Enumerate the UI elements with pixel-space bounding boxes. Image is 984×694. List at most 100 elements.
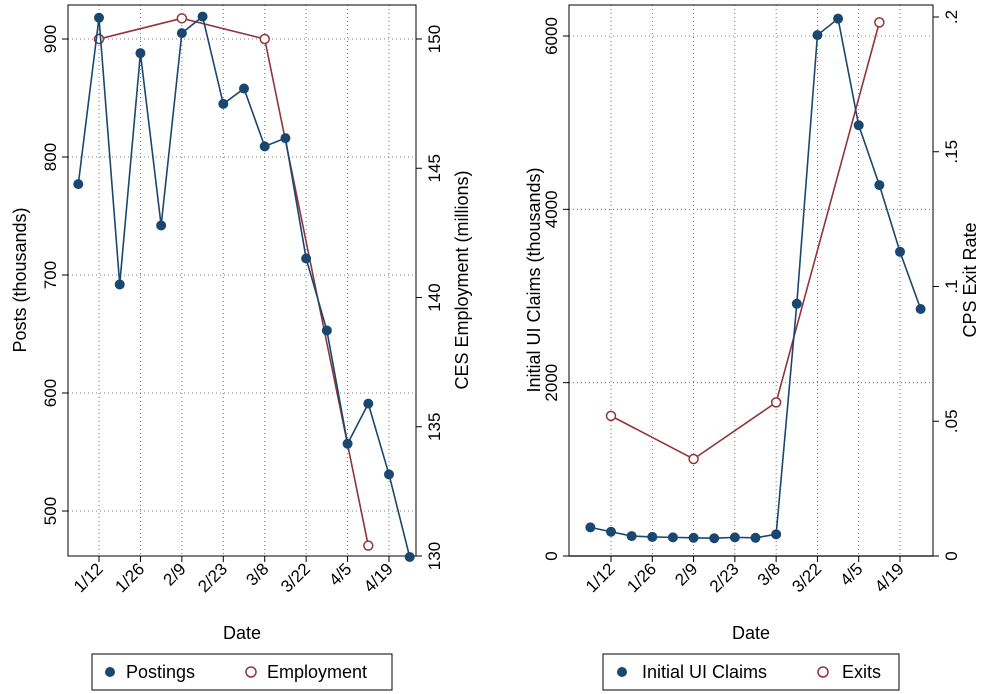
legend-marker-employment xyxy=(245,666,257,678)
series-line xyxy=(590,17,922,540)
x-tick-label: 3/22 xyxy=(788,559,825,596)
data-point xyxy=(218,98,229,109)
data-point xyxy=(688,453,699,465)
x-axis-label: Date xyxy=(223,623,261,643)
y-axis-right-label: CES Employment (millions) xyxy=(452,170,472,389)
right-panel-claims-exits: Initial UI Claims (thousands) CPS Exit R… xyxy=(524,4,980,643)
data-point xyxy=(135,48,146,59)
data-point xyxy=(750,532,761,543)
data-point xyxy=(321,325,332,336)
y-left-tick-label: 500 xyxy=(41,497,60,525)
y-right-tick-label: .15 xyxy=(942,140,961,164)
data-point xyxy=(114,279,125,290)
data-point xyxy=(606,526,616,537)
y-left-tick-label: 900 xyxy=(41,25,60,53)
series-line xyxy=(77,15,411,558)
left-panel-postings-employment: Posts (thousands) CES Employment (millio… xyxy=(10,4,472,643)
y-left-tick-label: 4000 xyxy=(542,190,561,228)
y-left-tick-label: 2000 xyxy=(542,364,561,402)
y-axis-right-label: CPS Exit Rate xyxy=(960,222,980,337)
legend-left: Postings Employment xyxy=(91,653,393,691)
data-point xyxy=(874,17,885,28)
data-point xyxy=(259,33,270,45)
data-point xyxy=(197,11,208,22)
y-right-tick-label: 0 xyxy=(942,551,961,560)
legend-marker-initial-ui-claims xyxy=(617,667,627,677)
y-left-tick-label: 6000 xyxy=(542,17,561,55)
x-axis-label: Date xyxy=(732,623,770,643)
data-point xyxy=(729,532,740,543)
data-point xyxy=(709,533,720,544)
legend-marker-exits xyxy=(817,666,829,678)
x-tick-label: 2/9 xyxy=(160,559,190,589)
data-point xyxy=(874,180,885,191)
y-right-tick-label: .1 xyxy=(942,279,961,293)
x-tick-label: 4/5 xyxy=(836,559,866,589)
y-right-tick-label: 145 xyxy=(425,154,444,182)
legend-label-postings: Postings xyxy=(126,662,195,682)
legend-box xyxy=(602,653,900,691)
plot-frame xyxy=(568,4,934,557)
y-left-tick-label: 800 xyxy=(41,143,60,171)
data-point xyxy=(363,398,374,409)
legend-label-employment: Employment xyxy=(267,662,367,682)
data-point xyxy=(791,298,802,309)
y-right-tick-label: .2 xyxy=(942,10,961,24)
legend-label-exits: Exits xyxy=(842,662,881,682)
x-tick-label: 3/8 xyxy=(754,559,784,589)
y-right-tick-label: 135 xyxy=(425,413,444,441)
data-point xyxy=(647,531,658,542)
y-right-tick-label: 140 xyxy=(425,283,444,311)
x-tick-label: 1/12 xyxy=(582,559,619,596)
data-point xyxy=(259,141,270,152)
series-line xyxy=(610,22,881,460)
y-axis-left-label: Initial UI Claims (thousands) xyxy=(524,167,544,392)
y-left-tick-label: 0 xyxy=(542,551,561,560)
plot-frame xyxy=(67,4,417,557)
data-point xyxy=(280,133,291,144)
y-left-tick-label: 700 xyxy=(41,261,60,289)
data-point xyxy=(605,410,617,422)
data-point xyxy=(853,120,864,131)
y-right-tick-label: .05 xyxy=(942,409,961,433)
x-tick-label: 2/23 xyxy=(194,559,231,596)
x-tick-label: 3/8 xyxy=(242,559,272,589)
legend-box xyxy=(91,653,393,691)
data-point xyxy=(667,532,678,543)
data-point xyxy=(73,179,84,190)
data-point xyxy=(585,522,596,533)
data-point xyxy=(404,552,415,563)
data-point xyxy=(626,531,637,542)
series-exits xyxy=(605,17,885,465)
data-point xyxy=(239,83,249,94)
data-point xyxy=(895,246,905,257)
x-tick-label: 4/19 xyxy=(871,559,908,596)
data-point xyxy=(915,304,926,314)
gridlines xyxy=(569,5,933,556)
data-point xyxy=(156,220,167,231)
data-point xyxy=(176,28,187,39)
y-axis-left-label: Posts (thousands) xyxy=(10,207,30,352)
legend-marker-postings xyxy=(105,667,115,677)
series-initial-ui-claims xyxy=(585,13,926,544)
legend-right: Initial UI Claims Exits xyxy=(602,653,900,691)
data-point xyxy=(688,532,699,543)
data-point xyxy=(363,540,374,551)
data-point xyxy=(384,469,394,480)
data-point xyxy=(301,253,312,264)
x-tick-label: 2/23 xyxy=(706,559,743,596)
data-point xyxy=(771,529,782,540)
y-right-tick-label: 130 xyxy=(425,542,444,570)
x-tick-label: 4/19 xyxy=(360,559,397,596)
x-tick-label: 1/26 xyxy=(111,559,148,596)
x-tick-label: 4/5 xyxy=(325,559,355,589)
x-tick-label: 2/9 xyxy=(671,559,701,589)
legend-label-initial-ui-claims: Initial UI Claims xyxy=(642,662,767,682)
data-point xyxy=(770,397,782,408)
data-point xyxy=(94,12,104,23)
data-point xyxy=(812,30,823,41)
series-line xyxy=(98,17,370,546)
data-point xyxy=(833,13,844,24)
data-point xyxy=(342,438,353,449)
